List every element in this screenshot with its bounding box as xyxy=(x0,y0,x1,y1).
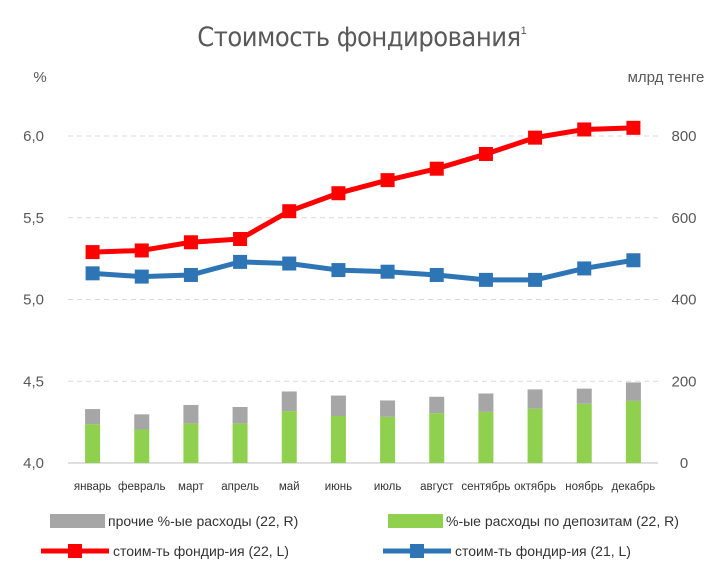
legend-label: прочие %-ые расходы (22, R) xyxy=(108,513,298,529)
bar-other-expense xyxy=(576,388,592,404)
right-tick-label: 0 xyxy=(680,455,688,472)
series-marker xyxy=(626,253,641,268)
category-label: август xyxy=(420,481,454,493)
legend-label: стоим-ть фондир-ия (22, L) xyxy=(113,543,289,559)
bar-other-expense xyxy=(527,389,543,409)
legend-marker xyxy=(410,544,424,558)
right-tick-label: 200 xyxy=(671,373,696,390)
chart-title: Стоимость фондирования1 xyxy=(197,22,526,53)
left-tick-label: 5,0 xyxy=(23,292,44,309)
bar-other-expense xyxy=(625,382,641,401)
bar-deposit-expense xyxy=(429,413,445,463)
line-series xyxy=(85,120,641,287)
series-marker xyxy=(429,267,444,282)
category-label: май xyxy=(279,481,300,493)
series-marker xyxy=(528,272,543,287)
bar-other-expense xyxy=(330,395,346,416)
category-label: сентябрь xyxy=(461,481,510,493)
right-tick-label: 600 xyxy=(671,210,696,227)
series-line xyxy=(92,125,634,255)
bar-deposit-expense xyxy=(232,423,248,463)
series-marker xyxy=(85,266,100,281)
series-marker xyxy=(626,120,641,135)
series-marker xyxy=(380,173,395,188)
right-axis-ticks: 800 600 400 200 0 xyxy=(671,128,696,472)
bar-other-expense xyxy=(281,391,297,412)
left-axis-unit: % xyxy=(33,69,46,86)
category-label: октябрь xyxy=(514,481,556,493)
series-marker xyxy=(134,269,149,284)
series-marker xyxy=(577,261,592,276)
right-tick-label: 800 xyxy=(671,128,696,145)
category-label: январь xyxy=(74,481,111,493)
bar-deposit-expense xyxy=(527,408,543,463)
series-marker xyxy=(380,264,395,279)
series-marker xyxy=(233,232,248,247)
bar-other-expense xyxy=(380,400,396,417)
right-axis-unit: млрд тенге xyxy=(628,69,705,86)
bar-deposit-expense xyxy=(625,400,641,463)
legend-swatch xyxy=(50,514,105,528)
series-marker xyxy=(183,267,198,282)
bar-other-expense xyxy=(429,396,445,414)
series-marker xyxy=(528,130,543,145)
series-marker xyxy=(429,161,444,176)
series-marker xyxy=(183,235,198,250)
bar-deposit-expense xyxy=(576,403,592,463)
right-tick-label: 400 xyxy=(671,292,696,309)
series-marker xyxy=(282,256,297,271)
gridlines xyxy=(68,135,658,464)
legend-label: стоим-ть фондир-ия (21, L) xyxy=(455,543,631,559)
series-marker xyxy=(134,243,149,258)
bar-deposit-expense xyxy=(478,411,494,463)
category-label: март xyxy=(178,481,204,493)
series-marker xyxy=(478,272,493,287)
series-line xyxy=(92,257,634,283)
category-label: июль xyxy=(374,481,402,493)
series-marker xyxy=(331,263,346,278)
category-label: декабрь xyxy=(612,481,656,493)
left-tick-label: 4,0 xyxy=(23,455,44,472)
bar-other-expense xyxy=(183,404,199,424)
bar-other-expense xyxy=(478,393,494,412)
bar-deposit-expense xyxy=(380,416,396,463)
chart-title-text: Стоимость фондирования xyxy=(197,22,520,53)
bar-series xyxy=(85,382,641,463)
left-axis-ticks: 6,0 5,5 5,0 4,5 4,0 xyxy=(23,128,44,472)
left-tick-label: 5,5 xyxy=(23,210,44,227)
bar-deposit-expense xyxy=(330,415,346,463)
category-label: февраль xyxy=(118,481,165,493)
series-marker xyxy=(331,186,346,201)
bar-deposit-expense xyxy=(134,429,150,463)
bar-deposit-expense xyxy=(281,411,297,463)
category-label: ноябрь xyxy=(565,481,603,493)
bar-other-expense xyxy=(134,414,150,430)
legend: прочие %-ые расходы (22, R) %-ые расходы … xyxy=(41,513,679,559)
category-label: июнь xyxy=(325,481,352,493)
chart-title-superscript: 1 xyxy=(521,25,527,37)
left-tick-label: 4,5 xyxy=(23,373,44,390)
series-marker xyxy=(85,245,100,260)
legend-marker xyxy=(68,544,82,558)
series-marker xyxy=(233,254,248,269)
legend-swatch xyxy=(388,514,443,528)
series-marker xyxy=(577,122,592,137)
left-tick-label: 6,0 xyxy=(23,128,44,145)
bar-other-expense xyxy=(85,409,101,425)
bar-deposit-expense xyxy=(85,424,101,463)
series-marker xyxy=(282,204,297,219)
bar-other-expense xyxy=(232,407,248,424)
bar-deposit-expense xyxy=(183,423,199,463)
legend-label: %-ые расходы по депозитам (22, R) xyxy=(446,513,679,529)
series-marker xyxy=(478,146,493,161)
category-label: апрель xyxy=(221,481,259,493)
category-labels: январь февраль март апрель май июнь июль август… xyxy=(74,481,655,493)
